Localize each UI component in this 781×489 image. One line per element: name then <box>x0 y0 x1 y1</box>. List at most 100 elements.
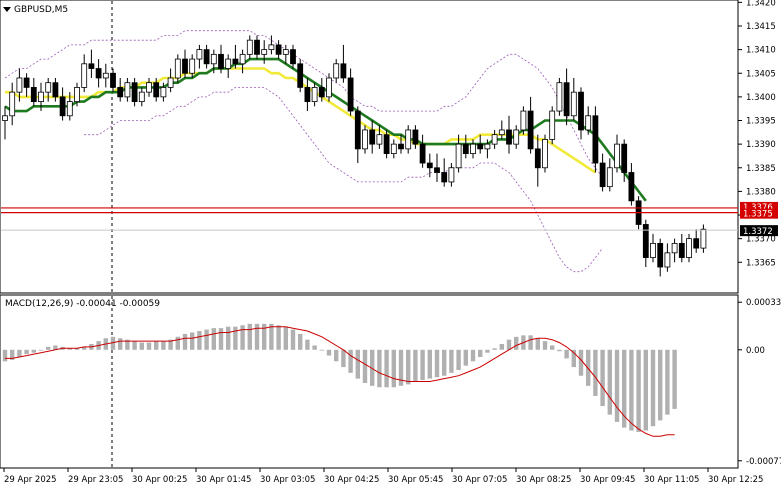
macd-histogram-bar <box>334 349 339 362</box>
candle-body <box>520 110 527 131</box>
macd-histogram-bar <box>499 344 504 350</box>
macd-histogram-bar <box>226 326 231 350</box>
candle-body <box>657 242 664 268</box>
candle-body <box>290 49 296 65</box>
macd-histogram-bar <box>110 336 116 350</box>
macd-histogram-bar <box>514 336 519 350</box>
macd-histogram-bar <box>370 349 375 386</box>
macd-histogram-bar <box>24 349 29 355</box>
macd-histogram-bar <box>168 339 173 350</box>
macd-y-tick-label: 0.00 <box>746 346 765 356</box>
macd-histogram-bar <box>449 349 454 373</box>
x-tick-label: 30 Apr 04:25 <box>324 475 379 485</box>
candle-body <box>426 162 433 169</box>
candle-body <box>585 115 592 131</box>
candle-body <box>174 58 181 79</box>
candlestick-series <box>2 35 707 277</box>
macd-histogram-bar <box>557 349 562 352</box>
candle-body <box>642 224 649 258</box>
x-tick-label: 30 Apr 07:05 <box>452 475 507 485</box>
candle-body <box>362 129 368 150</box>
macd-histogram-bar <box>146 342 152 350</box>
macd-histogram-bar <box>362 349 368 383</box>
macd-histogram-bar <box>564 349 569 359</box>
x-tick-label: 30 Apr 00:25 <box>132 475 187 485</box>
macd-histogram-bar <box>528 335 533 350</box>
macd-histogram-bar <box>319 349 324 351</box>
macd-histogram-bar <box>283 326 288 350</box>
candle-body <box>74 87 80 103</box>
candle-body <box>498 129 505 136</box>
macd-histogram-bar <box>139 342 144 350</box>
macd-histogram-bar <box>535 338 540 350</box>
candle-body <box>398 143 404 150</box>
macd-plot-frame <box>0 294 739 469</box>
macd-histogram-bar <box>218 328 224 350</box>
macd-histogram-bar <box>391 349 396 388</box>
candle-body <box>383 134 390 154</box>
macd-signal-line <box>5 326 675 437</box>
candle-body <box>318 87 325 98</box>
macd-histogram-bar <box>2 349 8 362</box>
candle-body <box>506 129 512 145</box>
macd-histogram-bar <box>542 341 548 350</box>
macd-histogram-bar <box>578 349 584 376</box>
level-price-badge <box>740 201 778 212</box>
macd-histogram-bar <box>420 349 425 381</box>
macd-histogram-bar <box>478 349 483 357</box>
macd-histogram-bar <box>492 348 497 350</box>
candle-body <box>412 129 419 145</box>
y-tick-label: 1.3370 <box>746 235 776 245</box>
candle-body <box>462 143 469 154</box>
y-tick-label: 1.3385 <box>746 164 776 174</box>
macd-histogram-bar <box>622 349 627 428</box>
macd-histogram-bar <box>290 329 296 350</box>
macd-y-tick-label: -0.00077 <box>746 457 781 467</box>
level-price-label: 1.3376 <box>743 203 773 213</box>
price-levels <box>1 207 738 231</box>
macd-histogram-bar <box>506 339 512 350</box>
macd-indicator: 0.00033 0.00 -0.00077 <box>2 298 781 467</box>
candle-body <box>542 139 548 169</box>
macd-histogram-bar <box>197 331 202 350</box>
candle-body <box>549 110 556 140</box>
candle-body <box>196 49 203 60</box>
macd-histogram-bar <box>607 349 612 415</box>
x-tick-label: 29 Apr 2025 <box>4 475 57 485</box>
macd-histogram-bar <box>190 332 195 350</box>
candle-body <box>455 143 462 169</box>
candle-body <box>592 115 599 164</box>
level-price-badge <box>740 208 778 219</box>
candle-body <box>650 242 656 258</box>
y-tick-label: 1.3390 <box>746 140 776 150</box>
candle-body <box>563 82 570 117</box>
macd-histogram-bar <box>118 338 123 350</box>
macd-histogram-bar <box>74 348 80 350</box>
macd-histogram-bar <box>658 349 663 421</box>
current-price-badge <box>740 225 778 237</box>
macd-histogram-bar <box>413 349 418 382</box>
macd-histogram-bar <box>650 349 656 427</box>
candle-body <box>153 82 160 98</box>
macd-histogram-bar <box>67 348 72 350</box>
macd-histogram-bar <box>53 345 58 350</box>
candle-body <box>167 77 174 88</box>
macd-histogram-bar <box>31 349 36 353</box>
current-price-label: 1.3372 <box>743 227 773 237</box>
symbol-menu-triangle-icon[interactable] <box>3 7 11 12</box>
macd-histogram-bar <box>175 336 180 350</box>
macd-histogram-bar <box>398 349 404 386</box>
candle-body <box>578 91 584 131</box>
candle-body <box>268 44 275 51</box>
macd-histogram-bar <box>233 326 238 350</box>
macd-histogram-bar <box>341 349 346 368</box>
candle-body <box>606 167 613 188</box>
candle-body <box>477 143 484 150</box>
macd-histogram-bar <box>46 346 51 350</box>
macd-histogram-bar <box>600 349 605 407</box>
y-tick-label: 1.3395 <box>746 117 776 127</box>
candle-body <box>218 53 224 69</box>
candle-body <box>333 63 340 79</box>
